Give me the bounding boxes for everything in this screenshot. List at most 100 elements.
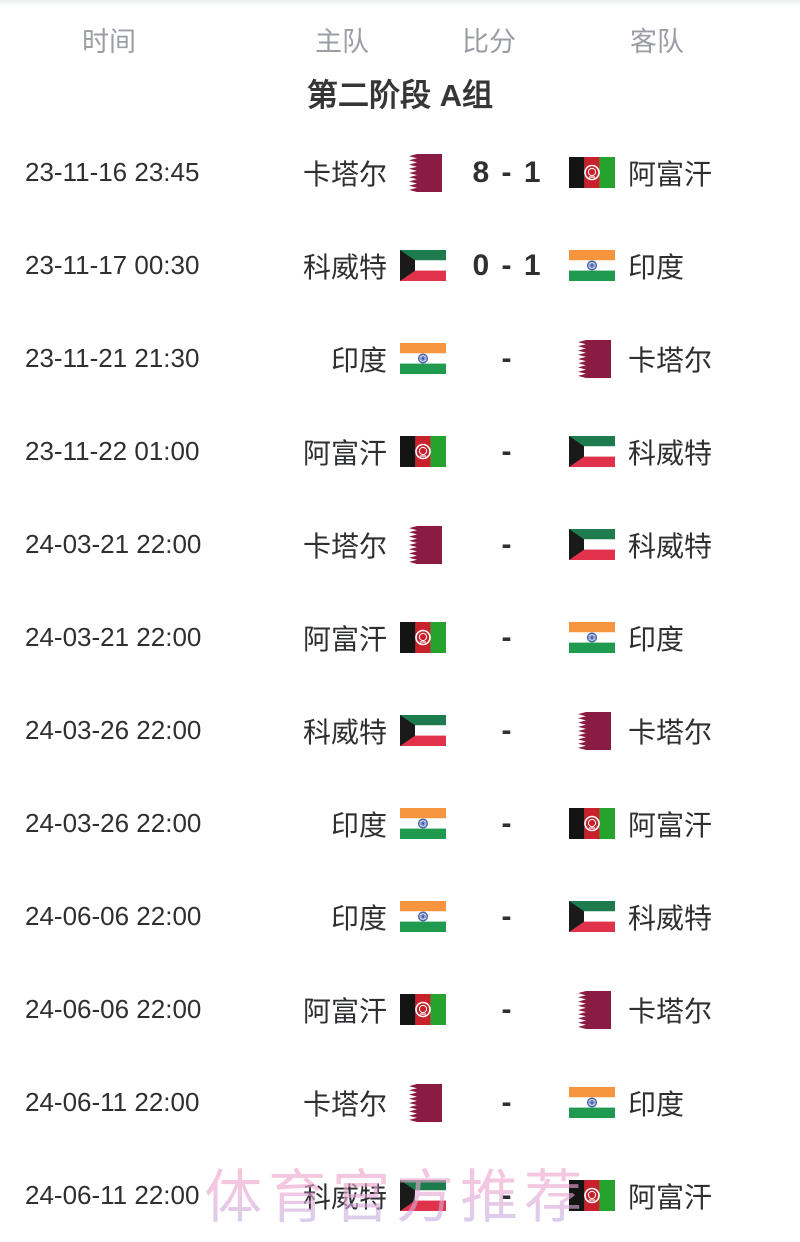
kuwait-flag-icon [399,711,447,751]
afghanistan-flag-icon [568,153,616,193]
match-row[interactable]: 24-03-26 22:00 科威特 - 卡塔尔 [0,684,800,777]
match-score: - [501,899,514,933]
away-team-cell: 科威特 [555,525,800,565]
qatar-flag-icon [399,525,447,565]
match-time: 24-03-21 22:00 [25,529,202,559]
match-row[interactable]: 23-11-22 01:00 阿富汗 - 科威特 [0,405,800,498]
match-time: 23-11-16 23:45 [25,157,200,187]
top-edge-strip [0,0,800,6]
column-header-home: 主队 [315,27,369,57]
away-team-cell: 阿富汗 [555,1176,800,1216]
home-team-cell: 阿富汗 [250,990,460,1030]
match-score: - [501,527,514,561]
away-team-cell: 卡塔尔 [555,339,800,379]
home-team-name: 科威特 [302,251,387,283]
away-team-cell: 印度 [555,618,800,658]
home-team-name: 印度 [330,809,387,841]
away-team-name: 卡塔尔 [628,995,713,1027]
away-team-name: 阿富汗 [628,1181,713,1213]
afghanistan-flag-icon [568,1176,616,1216]
kuwait-flag-icon [568,525,616,565]
match-score: - [501,434,514,468]
away-team-cell: 阿富汗 [555,804,800,844]
column-header-time: 时间 [82,27,136,57]
india-flag-icon [399,339,447,379]
match-time: 23-11-17 00:30 [25,250,200,280]
home-team-cell: 科威特 [250,711,460,751]
home-team-name: 科威特 [302,1181,387,1213]
match-time: 24-03-21 22:00 [25,622,202,652]
match-row[interactable]: 24-06-06 22:00 阿富汗 - 卡塔尔 [0,963,800,1056]
match-score: - [501,1178,514,1212]
home-team-cell: 印度 [250,804,460,844]
match-row[interactable]: 24-06-06 22:00 印度 - 科威特 [0,870,800,963]
home-team-name: 卡塔尔 [302,530,387,562]
home-team-cell: 科威特 [250,1176,460,1216]
match-row[interactable]: 23-11-16 23:45 卡塔尔 8 - 1 阿富汗 [0,126,800,219]
match-time: 24-03-26 22:00 [25,715,202,745]
match-row[interactable]: 24-03-26 22:00 印度 - 阿富汗 [0,777,800,870]
away-team-name: 阿富汗 [628,809,713,841]
away-team-name: 印度 [628,251,685,283]
away-team-cell: 科威特 [555,897,800,937]
match-row[interactable]: 24-06-11 22:00 科威特 - 阿富汗 [0,1149,800,1242]
match-time: 24-06-06 22:00 [25,994,202,1024]
match-score: - [501,992,514,1026]
india-flag-icon [568,618,616,658]
india-flag-icon [568,1083,616,1123]
home-team-name: 卡塔尔 [302,1088,387,1120]
home-team-name: 印度 [330,344,387,376]
match-score: - [501,341,514,375]
kuwait-flag-icon [399,246,447,286]
qatar-flag-icon [399,1083,447,1123]
match-row[interactable]: 23-11-21 21:30 印度 - 卡塔尔 [0,312,800,405]
table-header: 时间 主队 比分 客队 [0,22,800,62]
match-score: - [501,713,514,747]
away-team-cell: 卡塔尔 [555,990,800,1030]
column-header-score: 比分 [462,27,516,57]
home-team-cell: 阿富汗 [250,432,460,472]
india-flag-icon [399,897,447,937]
afghanistan-flag-icon [399,618,447,658]
match-row[interactable]: 23-11-17 00:30 科威特 0 - 1 印度 [0,219,800,312]
home-team-cell: 卡塔尔 [250,1083,460,1123]
match-list: 23-11-16 23:45 卡塔尔 8 - 1 阿富汗 23-11-17 00… [0,126,800,1242]
group-title: 第二阶段 A组 [307,78,493,113]
away-team-cell: 科威特 [555,432,800,472]
away-team-cell: 印度 [555,1083,800,1123]
match-time: 24-06-06 22:00 [25,901,202,931]
match-row[interactable]: 24-03-21 22:00 阿富汗 - 印度 [0,591,800,684]
home-team-name: 卡塔尔 [302,158,387,190]
match-time: 24-06-11 22:00 [25,1087,200,1117]
kuwait-flag-icon [568,897,616,937]
india-flag-icon [568,246,616,286]
away-team-cell: 阿富汗 [555,153,800,193]
away-team-name: 科威特 [628,902,713,934]
away-team-cell: 卡塔尔 [555,711,800,751]
away-team-name: 科威特 [628,437,713,469]
qatar-flag-icon [568,711,616,751]
home-team-name: 阿富汗 [302,995,387,1027]
india-flag-icon [399,804,447,844]
match-score: 0 - 1 [472,248,543,282]
match-time: 24-03-26 22:00 [25,808,202,838]
home-team-name: 阿富汗 [302,437,387,469]
qatar-flag-icon [399,153,447,193]
match-score: - [501,806,514,840]
match-score: - [501,1085,514,1119]
home-team-cell: 印度 [250,339,460,379]
match-row[interactable]: 24-06-11 22:00 卡塔尔 - 印度 [0,1056,800,1149]
match-score: - [501,620,514,654]
match-time: 23-11-21 21:30 [25,343,200,373]
home-team-name: 阿富汗 [302,623,387,655]
afghanistan-flag-icon [399,990,447,1030]
away-team-name: 卡塔尔 [628,716,713,748]
kuwait-flag-icon [399,1176,447,1216]
match-row[interactable]: 24-03-21 22:00 卡塔尔 - 科威特 [0,498,800,591]
home-team-cell: 科威特 [250,246,460,286]
away-team-cell: 印度 [555,246,800,286]
home-team-cell: 卡塔尔 [250,153,460,193]
away-team-name: 阿富汗 [628,158,713,190]
qatar-flag-icon [568,339,616,379]
home-team-cell: 卡塔尔 [250,525,460,565]
